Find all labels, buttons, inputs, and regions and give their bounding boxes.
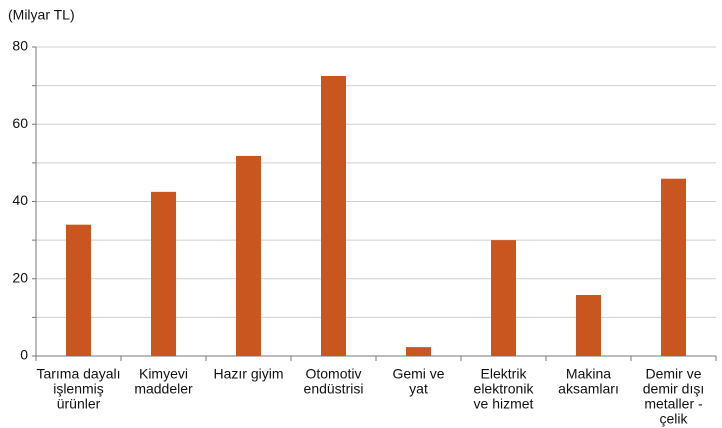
chart-title: (Milyar TL) [8,7,75,23]
y-tick-label: 80 [12,38,28,54]
y-tick-label: 60 [12,115,28,131]
x-tick-label: ürünler [57,396,101,412]
x-tick-label: Tarıma dayalı [36,366,120,382]
x-tick-label: demir dışı [643,381,704,397]
x-tick-label: metaller - [644,396,703,412]
x-tick-label: ve hizmet [474,396,534,412]
x-tick-label: Gemi ve [392,366,444,382]
y-tick-label: 0 [20,347,28,363]
x-tick-label: Hazır giyim [213,366,283,382]
x-tick-label: endüstrisi [304,381,364,397]
bar [661,178,686,356]
bar [151,191,176,356]
y-tick-label: 40 [12,192,28,208]
x-tick-label: yat [409,381,428,397]
bar [576,294,601,356]
y-tick-label: 20 [12,269,28,285]
x-tick-label: Otomotiv [305,366,361,382]
x-tick-label: maddeler [134,381,193,397]
x-tick-label: elektronik [474,381,535,397]
x-tick-label: aksamları [558,381,619,397]
x-tick-label: çelik [659,411,688,427]
x-tick-label: işlenmiş [53,381,104,397]
x-tick-label: Demir ve [645,366,701,382]
bar [321,75,346,356]
bar [66,224,91,356]
x-tick-label: Kimyevi [139,366,188,382]
bar [236,155,261,356]
bar [491,240,516,356]
bar [406,347,431,356]
x-tick-label: Makina [566,366,611,382]
x-tick-label: Elektrik [481,366,528,382]
